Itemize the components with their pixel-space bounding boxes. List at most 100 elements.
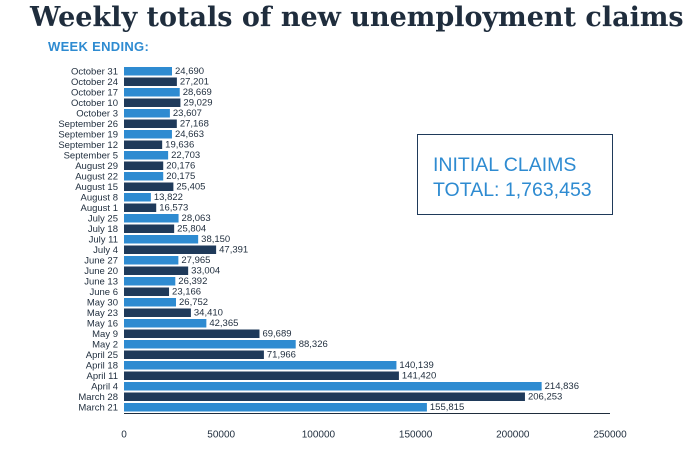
bar (124, 256, 179, 265)
bar (124, 151, 169, 160)
bar (124, 119, 177, 128)
value-label: 26,392 (178, 276, 207, 287)
category-label: October 10 (71, 98, 118, 109)
value-label: 42,365 (209, 318, 238, 329)
bar (124, 382, 542, 391)
bar (124, 67, 172, 76)
value-label: 69,689 (262, 329, 291, 340)
value-label: 27,168 (180, 119, 209, 130)
value-label: 24,663 (175, 129, 204, 140)
value-label: 206,253 (528, 392, 562, 403)
value-label: 19,636 (165, 140, 194, 151)
x-tick-label: 200000 (496, 430, 530, 441)
category-label: June 13 (84, 277, 118, 288)
bar (124, 161, 164, 170)
value-label: 22,703 (171, 150, 200, 161)
bar (124, 403, 427, 412)
bar (124, 361, 397, 370)
value-label: 29,029 (183, 98, 212, 109)
bar (124, 371, 399, 380)
bars-group: October 31 24,690 October 24 27,201 October … (58, 66, 579, 414)
value-label: 28,669 (183, 87, 212, 98)
category-label: September 19 (58, 130, 118, 141)
value-label: 38,150 (201, 234, 230, 245)
category-label: October 31 (71, 67, 118, 78)
bar (124, 77, 177, 86)
category-label: August 8 (81, 193, 119, 204)
value-label: 155,815 (430, 402, 464, 413)
category-label: May 2 (92, 340, 118, 351)
value-label: 20,175 (166, 171, 195, 182)
category-label: October 24 (71, 77, 118, 88)
bar (124, 88, 180, 97)
category-label: August 1 (81, 203, 119, 214)
x-tick-label: 50000 (207, 430, 235, 441)
bar (124, 392, 525, 401)
total-claims-box: INITIAL CLAIMS TOTAL: 1,763,453 (417, 134, 613, 215)
category-label: May 16 (87, 319, 118, 330)
category-label: June 6 (89, 287, 118, 298)
bar (124, 308, 191, 317)
bar (124, 172, 164, 181)
bar (124, 350, 264, 359)
bar (124, 266, 189, 275)
value-label: 214,836 (545, 381, 579, 392)
category-label: May 23 (87, 308, 118, 319)
category-label: July 18 (88, 224, 118, 235)
value-label: 71,966 (267, 350, 296, 361)
value-label: 25,804 (177, 224, 206, 235)
bar (124, 140, 163, 149)
total-box-line2: TOTAL: 1,763,453 (433, 179, 592, 201)
x-tick-label: 0 (121, 430, 127, 441)
value-label: 47,391 (219, 245, 248, 256)
bar (124, 214, 179, 223)
bar (124, 109, 170, 118)
value-label: 28,063 (182, 213, 211, 224)
value-label: 23,607 (173, 108, 202, 119)
category-label: September 5 (64, 151, 118, 162)
chart-subtitle: WEEK ENDING: (48, 39, 150, 54)
bar (124, 182, 174, 191)
category-label: April 4 (91, 382, 118, 393)
bar (124, 298, 177, 307)
bar (124, 98, 181, 107)
category-label: August 15 (75, 182, 118, 193)
value-label: 13,822 (154, 192, 183, 203)
value-label: 141,420 (402, 371, 436, 382)
bar (124, 319, 207, 328)
category-label: April 18 (86, 361, 118, 372)
value-label: 140,139 (399, 360, 433, 371)
value-label: 20,176 (166, 161, 195, 172)
value-label: 34,410 (194, 308, 223, 319)
category-label: May 9 (92, 329, 118, 340)
bar (124, 287, 170, 296)
category-label: August 29 (75, 161, 118, 172)
bar (124, 245, 217, 254)
bar (124, 193, 151, 202)
category-label: June 20 (84, 266, 118, 277)
chart-title: Weekly totals of new unemployment claims (30, 2, 684, 33)
bar (124, 277, 176, 286)
total-box-line1: INITIAL CLAIMS (433, 154, 577, 176)
value-label: 16,573 (159, 203, 188, 214)
x-tick-label: 150000 (399, 430, 433, 441)
category-label: April 11 (86, 371, 118, 382)
bar (124, 130, 172, 139)
x-tick-label: 250000 (593, 430, 627, 441)
bar (124, 235, 199, 244)
category-label: July 4 (93, 245, 118, 256)
value-label: 24,690 (175, 66, 204, 77)
bar (124, 340, 296, 349)
category-label: October 3 (76, 109, 118, 120)
category-label: March 28 (78, 392, 118, 403)
category-label: July 11 (89, 235, 118, 246)
value-label: 33,004 (191, 266, 220, 277)
value-label: 27,965 (181, 255, 210, 266)
value-label: 23,166 (172, 287, 201, 298)
category-label: October 17 (71, 88, 118, 99)
category-label: September 26 (58, 119, 118, 130)
bar (124, 203, 157, 212)
value-label: 26,752 (179, 297, 208, 308)
value-label: 88,326 (299, 339, 328, 350)
category-label: March 21 (78, 403, 118, 414)
